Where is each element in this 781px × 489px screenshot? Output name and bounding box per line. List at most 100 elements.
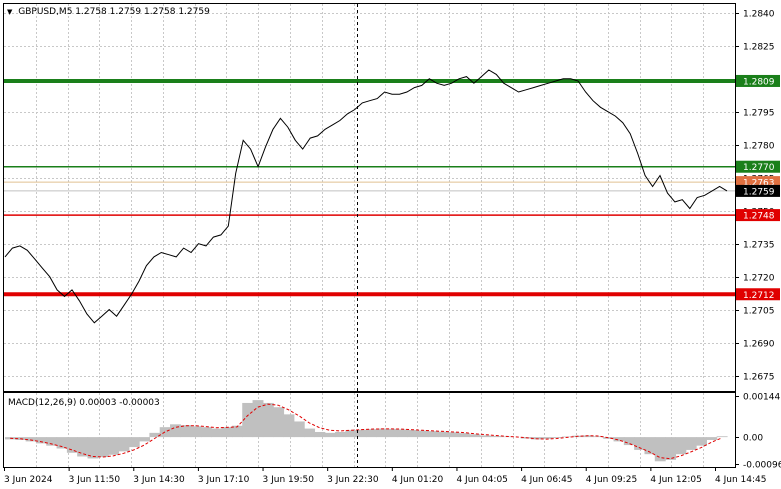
macd-bar xyxy=(87,437,99,459)
macd-bar xyxy=(376,428,388,438)
x-tick-label: 4 Jun 12:05 xyxy=(650,475,701,485)
macd-bar xyxy=(66,437,78,453)
main-grid xyxy=(4,4,735,391)
level-badge xyxy=(736,209,780,222)
y-tick-label: 1.2675 xyxy=(743,373,775,383)
macd-bar xyxy=(324,432,336,438)
macd-bar xyxy=(108,437,120,455)
level-badge xyxy=(736,160,780,173)
macd-bar xyxy=(366,429,377,438)
macd-bar xyxy=(489,435,501,438)
macd-bar xyxy=(613,437,625,442)
macd-bar xyxy=(252,400,264,438)
macd-bar xyxy=(654,437,666,462)
main-panel-frame xyxy=(3,3,736,392)
macd-bar xyxy=(46,437,58,446)
symbol-title: ▼ GBPUSD,M5 1.2758 1.2759 1.2758 1.2759 xyxy=(7,7,210,17)
macd-panel xyxy=(5,400,728,462)
y-tick-label: 1.2705 xyxy=(743,307,775,317)
y-tick-label: 1.2825 xyxy=(743,43,775,53)
macd-bar xyxy=(273,407,285,438)
macd-bar xyxy=(427,431,439,438)
macd-bar xyxy=(335,431,346,438)
y-tick-label: 1.2840 xyxy=(743,10,775,20)
macd-bar xyxy=(675,437,687,455)
price-line xyxy=(4,69,728,324)
macd-bar xyxy=(438,431,450,438)
macd-bar xyxy=(180,425,192,438)
x-tick-label: 4 Jun 09:25 xyxy=(586,475,637,485)
level-badge xyxy=(736,288,780,301)
macd-bar xyxy=(118,437,130,452)
macd-bar xyxy=(582,435,594,438)
x-tick-label: 4 Jun 06:45 xyxy=(521,475,572,485)
x-tick-label: 4 Jun 04:05 xyxy=(456,475,507,485)
macd-bar xyxy=(531,437,542,440)
x-tick-label: 3 Jun 11:50 xyxy=(69,475,121,485)
macd-bar xyxy=(293,421,305,438)
macd-bar xyxy=(541,437,553,439)
macd-bar xyxy=(603,437,615,439)
macd-bar xyxy=(623,437,635,446)
dropdown-icon[interactable]: ▼ xyxy=(7,8,13,16)
x-tick-label: 3 Jun 19:50 xyxy=(263,475,315,485)
time-axis: 3 Jun 2024 3 Jun 11:50 3 Jun 14:30 3 Jun 17… xyxy=(4,467,766,485)
macd-y-tick-label: 0.00144 xyxy=(743,393,780,403)
x-tick-label: 3 Jun 17:10 xyxy=(198,475,250,485)
level-badge-label: 1.2809 xyxy=(743,77,775,87)
macd-bar xyxy=(283,414,295,438)
level-lines xyxy=(4,78,735,297)
title-text: GBPUSD,M5 1.2758 1.2759 1.2758 1.2759 xyxy=(18,7,210,17)
macd-bar xyxy=(170,424,181,438)
macd-y-tick-label: -0.00096 xyxy=(743,461,781,471)
macd-bar xyxy=(665,437,677,460)
macd-bar xyxy=(159,427,171,438)
macd-bar xyxy=(592,436,604,438)
macd-bar xyxy=(417,430,429,438)
macd-bar xyxy=(304,428,316,438)
macd-bar xyxy=(128,437,140,448)
macd-bar xyxy=(139,437,150,442)
macd-bar xyxy=(345,430,357,438)
macd-bar xyxy=(500,436,511,438)
ask-badge-label: 1.2763 xyxy=(743,179,775,189)
macd-y-tick-label: 0.00 xyxy=(743,434,763,444)
macd-bar xyxy=(448,432,460,438)
macd-bar xyxy=(706,437,718,440)
y-tick-label: 1.2690 xyxy=(743,340,775,350)
macd-bar xyxy=(561,436,573,438)
macd-bar xyxy=(231,425,243,438)
y-tick-label: 1.2780 xyxy=(743,142,775,152)
macd-bar xyxy=(242,402,254,438)
x-tick-label: 3 Jun 2024 xyxy=(4,475,53,485)
y-tick-label: 1.2720 xyxy=(743,274,775,284)
macd-bar xyxy=(190,426,202,438)
y-tick-label: 1.2735 xyxy=(743,241,775,251)
level-badge-label: 1.2712 xyxy=(743,291,775,301)
macd-bar xyxy=(56,437,68,449)
macd-bar xyxy=(355,429,367,438)
macd-bar xyxy=(407,430,419,438)
level-badge xyxy=(736,74,780,87)
level-badge-label: 1.2770 xyxy=(743,163,775,173)
macd-bar xyxy=(396,429,408,438)
bid-badge-label: 1.2759 xyxy=(743,187,775,197)
macd-title: MACD(12,26,9) 0.00003 -0.00003 xyxy=(8,398,160,408)
macd-bar xyxy=(149,432,161,438)
macd-bar xyxy=(479,435,491,438)
macd-bar xyxy=(458,433,470,438)
macd-bar xyxy=(200,427,212,438)
price-axis: 1.28401.28251.28101.27951.27801.27651.27… xyxy=(735,10,781,471)
bid-badge xyxy=(736,184,780,197)
macd-panel-frame xyxy=(3,392,736,468)
macd-signal-line xyxy=(10,403,722,460)
macd-bar xyxy=(35,437,47,444)
x-tick-label: 4 Jun 01:20 xyxy=(392,475,444,485)
macd-bar xyxy=(469,434,481,438)
macd-bar xyxy=(97,437,109,458)
macd-bar xyxy=(314,431,326,438)
macd-bar xyxy=(644,437,656,455)
x-tick-label: 3 Jun 22:30 xyxy=(327,475,379,485)
price-series xyxy=(4,69,728,324)
